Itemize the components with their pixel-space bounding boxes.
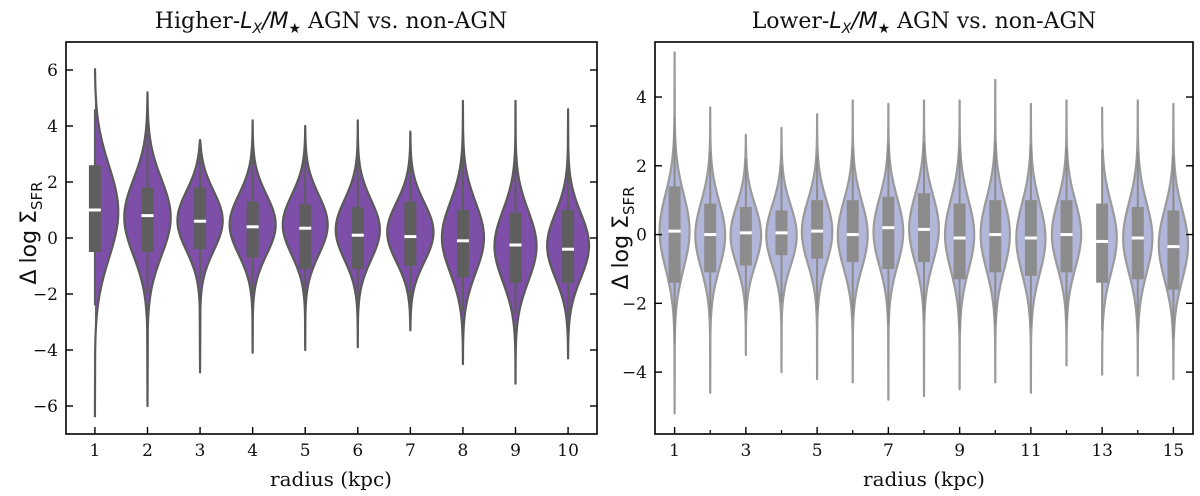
x-tick-label: 7: [405, 441, 416, 461]
x-tick-label: 2: [142, 441, 153, 461]
y-tick-label: −2: [622, 294, 647, 314]
iqr-box-4: [246, 201, 259, 258]
x-tick-label: 13: [1091, 441, 1113, 461]
iqr-box-7: [882, 196, 895, 269]
y-tick-label: 6: [47, 61, 58, 81]
title-prefix: Higher-: [155, 9, 240, 34]
x-tick-label: 4: [247, 441, 258, 461]
x-tick-label: 8: [458, 441, 469, 461]
iqr-box-7: [404, 201, 417, 266]
iqr-box-15: [1167, 210, 1180, 290]
ylabel-sigma: Σ: [17, 210, 42, 224]
iqr-box-6: [846, 200, 859, 263]
title-prefix: Lower-: [752, 9, 830, 34]
title-l: L: [829, 9, 841, 34]
iqr-box-2: [704, 203, 717, 273]
panel-title: Higher-LX/M★ AGN vs. non-AGN: [155, 9, 507, 37]
y-tick-label: 4: [47, 117, 58, 137]
ylabel-delta: Δ: [609, 274, 634, 289]
iqr-box-3: [194, 187, 207, 250]
ylabel-log: log: [17, 230, 42, 264]
x-tick-label: 3: [195, 441, 206, 461]
title-slash: /: [260, 9, 272, 34]
title-suffix: AGN vs. non-AGN: [301, 9, 507, 34]
iqr-box-14: [1131, 207, 1144, 280]
title-l-sub: X: [841, 21, 852, 37]
iqr-box-1: [668, 186, 681, 283]
violin-1: [93, 68, 120, 418]
ylabel-sigma: Σ: [609, 215, 634, 229]
y-tick-label: 0: [47, 229, 58, 249]
y-tick-label: −4: [33, 341, 58, 361]
title-slash: /: [849, 9, 861, 34]
x-tick-label: 10: [557, 441, 579, 461]
x-tick-label: 11: [1020, 441, 1042, 461]
x-axis-label: radius (kpc): [270, 467, 392, 491]
y-axis-label: Δlog ΣSFR: [609, 186, 638, 289]
y-tick-label: 2: [636, 157, 647, 177]
iqr-box-3: [739, 207, 752, 266]
x-tick-label: 9: [510, 441, 521, 461]
x-tick-label: 5: [300, 441, 311, 461]
title-suffix: AGN vs. non-AGN: [890, 9, 1096, 34]
ylabel-log: log: [609, 235, 634, 269]
title-l-sub: X: [252, 21, 263, 37]
iqr-box-8: [918, 193, 930, 263]
iqr-box-5: [299, 204, 312, 269]
x-tick-label: 6: [352, 441, 363, 461]
iqr-box-10: [562, 210, 575, 283]
iqr-box-10: [989, 200, 1002, 273]
y-axis-label: Δlog ΣSFR: [17, 181, 46, 284]
title-m: M: [859, 9, 878, 34]
iqr-box-12: [1060, 200, 1073, 273]
panel-title: Lower-LX/M★ AGN vs. non-AGN: [752, 9, 1097, 37]
y-tick-label: 2: [47, 173, 58, 193]
y-tick-label: 4: [636, 88, 647, 108]
title-m-sub: ★: [289, 21, 302, 37]
y-tick-label: −6: [33, 397, 58, 417]
y-tick-label: −4: [622, 363, 647, 383]
iqr-box-6: [351, 207, 364, 269]
iqr-box-13: [1096, 203, 1109, 283]
ylabel-sub: SFR: [28, 181, 46, 210]
y-tick-label: −2: [33, 285, 58, 305]
x-tick-label: 1: [90, 441, 101, 461]
x-tick-label: 1: [669, 441, 680, 461]
iqr-box-2: [141, 187, 154, 252]
iqr-box-9: [509, 212, 522, 283]
x-tick-label: 3: [740, 441, 751, 461]
x-tick-label: 9: [954, 441, 965, 461]
ylabel-delta: Δ: [17, 269, 42, 284]
iqr-box-8: [456, 210, 469, 278]
title-l: L: [240, 9, 252, 34]
x-tick-label: 5: [812, 441, 823, 461]
title-m-sub: ★: [878, 21, 891, 37]
x-axis-label: radius (kpc): [863, 467, 985, 491]
x-tick-label: 7: [883, 441, 894, 461]
iqr-box-5: [811, 200, 824, 259]
y-tick-label: 0: [636, 226, 647, 246]
panel-higher-agn: Higher-LX/M★ AGN vs. non-AGN −6 −4 −2 0 2 4 6 1…: [17, 9, 598, 491]
ylabel-sub: SFR: [620, 186, 638, 215]
title-m: M: [270, 9, 289, 34]
iqr-box-9: [953, 203, 966, 280]
plot-area: −6 −4 −2 0 2 4 6 1 2 3 4 5 6 7 8 9 10: [33, 41, 598, 461]
x-tick-label: 15: [1163, 441, 1185, 461]
